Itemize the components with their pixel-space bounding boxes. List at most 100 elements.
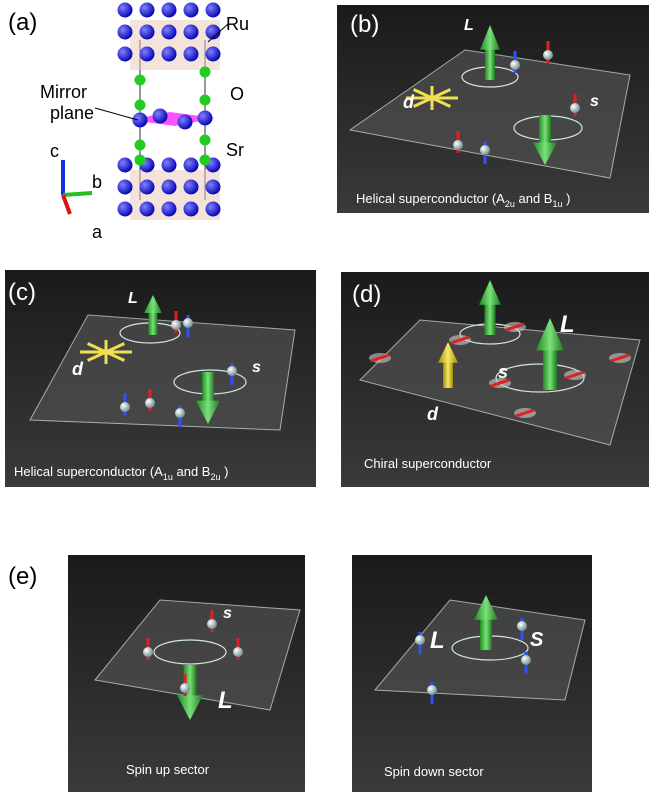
atom-ru-o bbox=[184, 158, 199, 173]
axis-label: b bbox=[92, 172, 102, 192]
axis-arrow bbox=[63, 193, 92, 195]
panel-label: (d) bbox=[352, 281, 381, 308]
atom-ru-o bbox=[140, 180, 155, 195]
atom-ru-o bbox=[206, 47, 221, 62]
caption-text: Helical superconductor (A bbox=[14, 464, 163, 479]
atom-ru-o bbox=[184, 25, 199, 40]
atom-ru-o bbox=[206, 3, 221, 18]
atom-ru-o bbox=[198, 111, 213, 126]
caption: Spin up sector bbox=[126, 762, 210, 777]
caption-text: and B bbox=[173, 464, 211, 479]
symbol: L bbox=[430, 627, 445, 654]
mirror-label: Mirror bbox=[40, 82, 87, 102]
atom-ru-o bbox=[162, 202, 177, 217]
axis-label: a bbox=[92, 222, 103, 242]
symbol: s bbox=[223, 605, 232, 622]
atom-ru-o bbox=[184, 47, 199, 62]
caption-text: ) bbox=[220, 464, 228, 479]
panel-label: (e) bbox=[8, 563, 37, 590]
atom-ru-o bbox=[118, 180, 133, 195]
atom-ru-o bbox=[162, 158, 177, 173]
atom-ru-o bbox=[140, 47, 155, 62]
quasiparticle bbox=[543, 50, 553, 60]
quasiparticle bbox=[207, 619, 217, 629]
d-vector bbox=[443, 360, 453, 388]
angular-momentum bbox=[485, 302, 496, 335]
caption-text: ) bbox=[562, 191, 570, 206]
figure: (a) Ru O Mirror plane Sr c b a (b) L d s… bbox=[0, 0, 649, 792]
caption-text: Helical superconductor (A bbox=[356, 191, 505, 206]
axis-label: c bbox=[50, 141, 59, 161]
quasiparticle bbox=[120, 402, 130, 412]
atom-ru-o bbox=[118, 25, 133, 40]
atom-ru-o bbox=[162, 180, 177, 195]
atom-ru-o bbox=[140, 202, 155, 217]
symbol: s bbox=[498, 362, 508, 382]
symbol: L bbox=[218, 687, 233, 714]
angular-momentum bbox=[485, 47, 495, 80]
atom-sr bbox=[135, 100, 146, 111]
caption-text: and B bbox=[515, 191, 553, 206]
quasiparticle bbox=[180, 683, 190, 693]
atom-ru-o bbox=[140, 25, 155, 40]
symbol: S bbox=[530, 629, 544, 651]
angular-momentum bbox=[149, 311, 158, 335]
atom-sr bbox=[200, 135, 211, 146]
quasiparticle bbox=[183, 318, 193, 328]
angular-momentum bbox=[543, 347, 557, 390]
caption-sub: 1u bbox=[163, 472, 173, 482]
atom-ru-o bbox=[162, 3, 177, 18]
symbol: L bbox=[128, 290, 138, 307]
symbol: d bbox=[72, 359, 84, 379]
atom-ru-o bbox=[206, 180, 221, 195]
atom-label: Sr bbox=[226, 140, 244, 160]
angular-momentum bbox=[202, 372, 214, 403]
symbol: L bbox=[464, 17, 474, 34]
atom-ru-o bbox=[140, 3, 155, 18]
quasiparticle bbox=[510, 60, 520, 70]
quasiparticle bbox=[145, 398, 155, 408]
quasiparticle bbox=[227, 366, 237, 376]
caption-sub: 2u bbox=[505, 199, 515, 209]
atom-sr bbox=[200, 95, 211, 106]
quasiparticle bbox=[453, 140, 463, 150]
symbol: s bbox=[590, 93, 599, 110]
axis-arrow bbox=[63, 195, 70, 214]
atom-ru-o bbox=[184, 180, 199, 195]
panel-label: (a) bbox=[8, 9, 37, 36]
atom-sr bbox=[135, 155, 146, 166]
atom-ru-o bbox=[118, 3, 133, 18]
atom-ru-o bbox=[162, 25, 177, 40]
quasiparticle bbox=[480, 145, 490, 155]
symbol: d bbox=[427, 404, 439, 424]
atom-sr bbox=[200, 67, 211, 78]
atom-ru-o bbox=[118, 158, 133, 173]
atom-label: O bbox=[230, 84, 244, 104]
quasiparticle bbox=[175, 408, 185, 418]
quasiparticle bbox=[570, 103, 580, 113]
atom-sr bbox=[135, 140, 146, 151]
quasiparticle bbox=[415, 635, 425, 645]
atom-ru-o bbox=[118, 202, 133, 217]
caption-sub: 2u bbox=[210, 472, 220, 482]
symbol: d bbox=[403, 92, 415, 112]
quasiparticle bbox=[427, 685, 437, 695]
atom-ru-o bbox=[206, 202, 221, 217]
atom-sr bbox=[135, 75, 146, 86]
quasiparticle bbox=[233, 647, 243, 657]
atom-ru-o bbox=[153, 109, 168, 124]
atom-ru-o bbox=[162, 47, 177, 62]
panel-label: (c) bbox=[8, 279, 36, 306]
atom-ru-o bbox=[184, 3, 199, 18]
symbol: L bbox=[560, 311, 575, 338]
caption: Chiral superconductor bbox=[364, 456, 492, 471]
quasiparticle bbox=[143, 647, 153, 657]
quasiparticle bbox=[517, 621, 527, 631]
scenes bbox=[5, 5, 649, 792]
panel-label: (b) bbox=[350, 11, 379, 38]
pointer bbox=[95, 108, 138, 120]
atom-ru-o bbox=[184, 202, 199, 217]
atom-sr bbox=[200, 155, 211, 166]
atom-ru-o bbox=[118, 47, 133, 62]
symbol: s bbox=[252, 359, 261, 376]
